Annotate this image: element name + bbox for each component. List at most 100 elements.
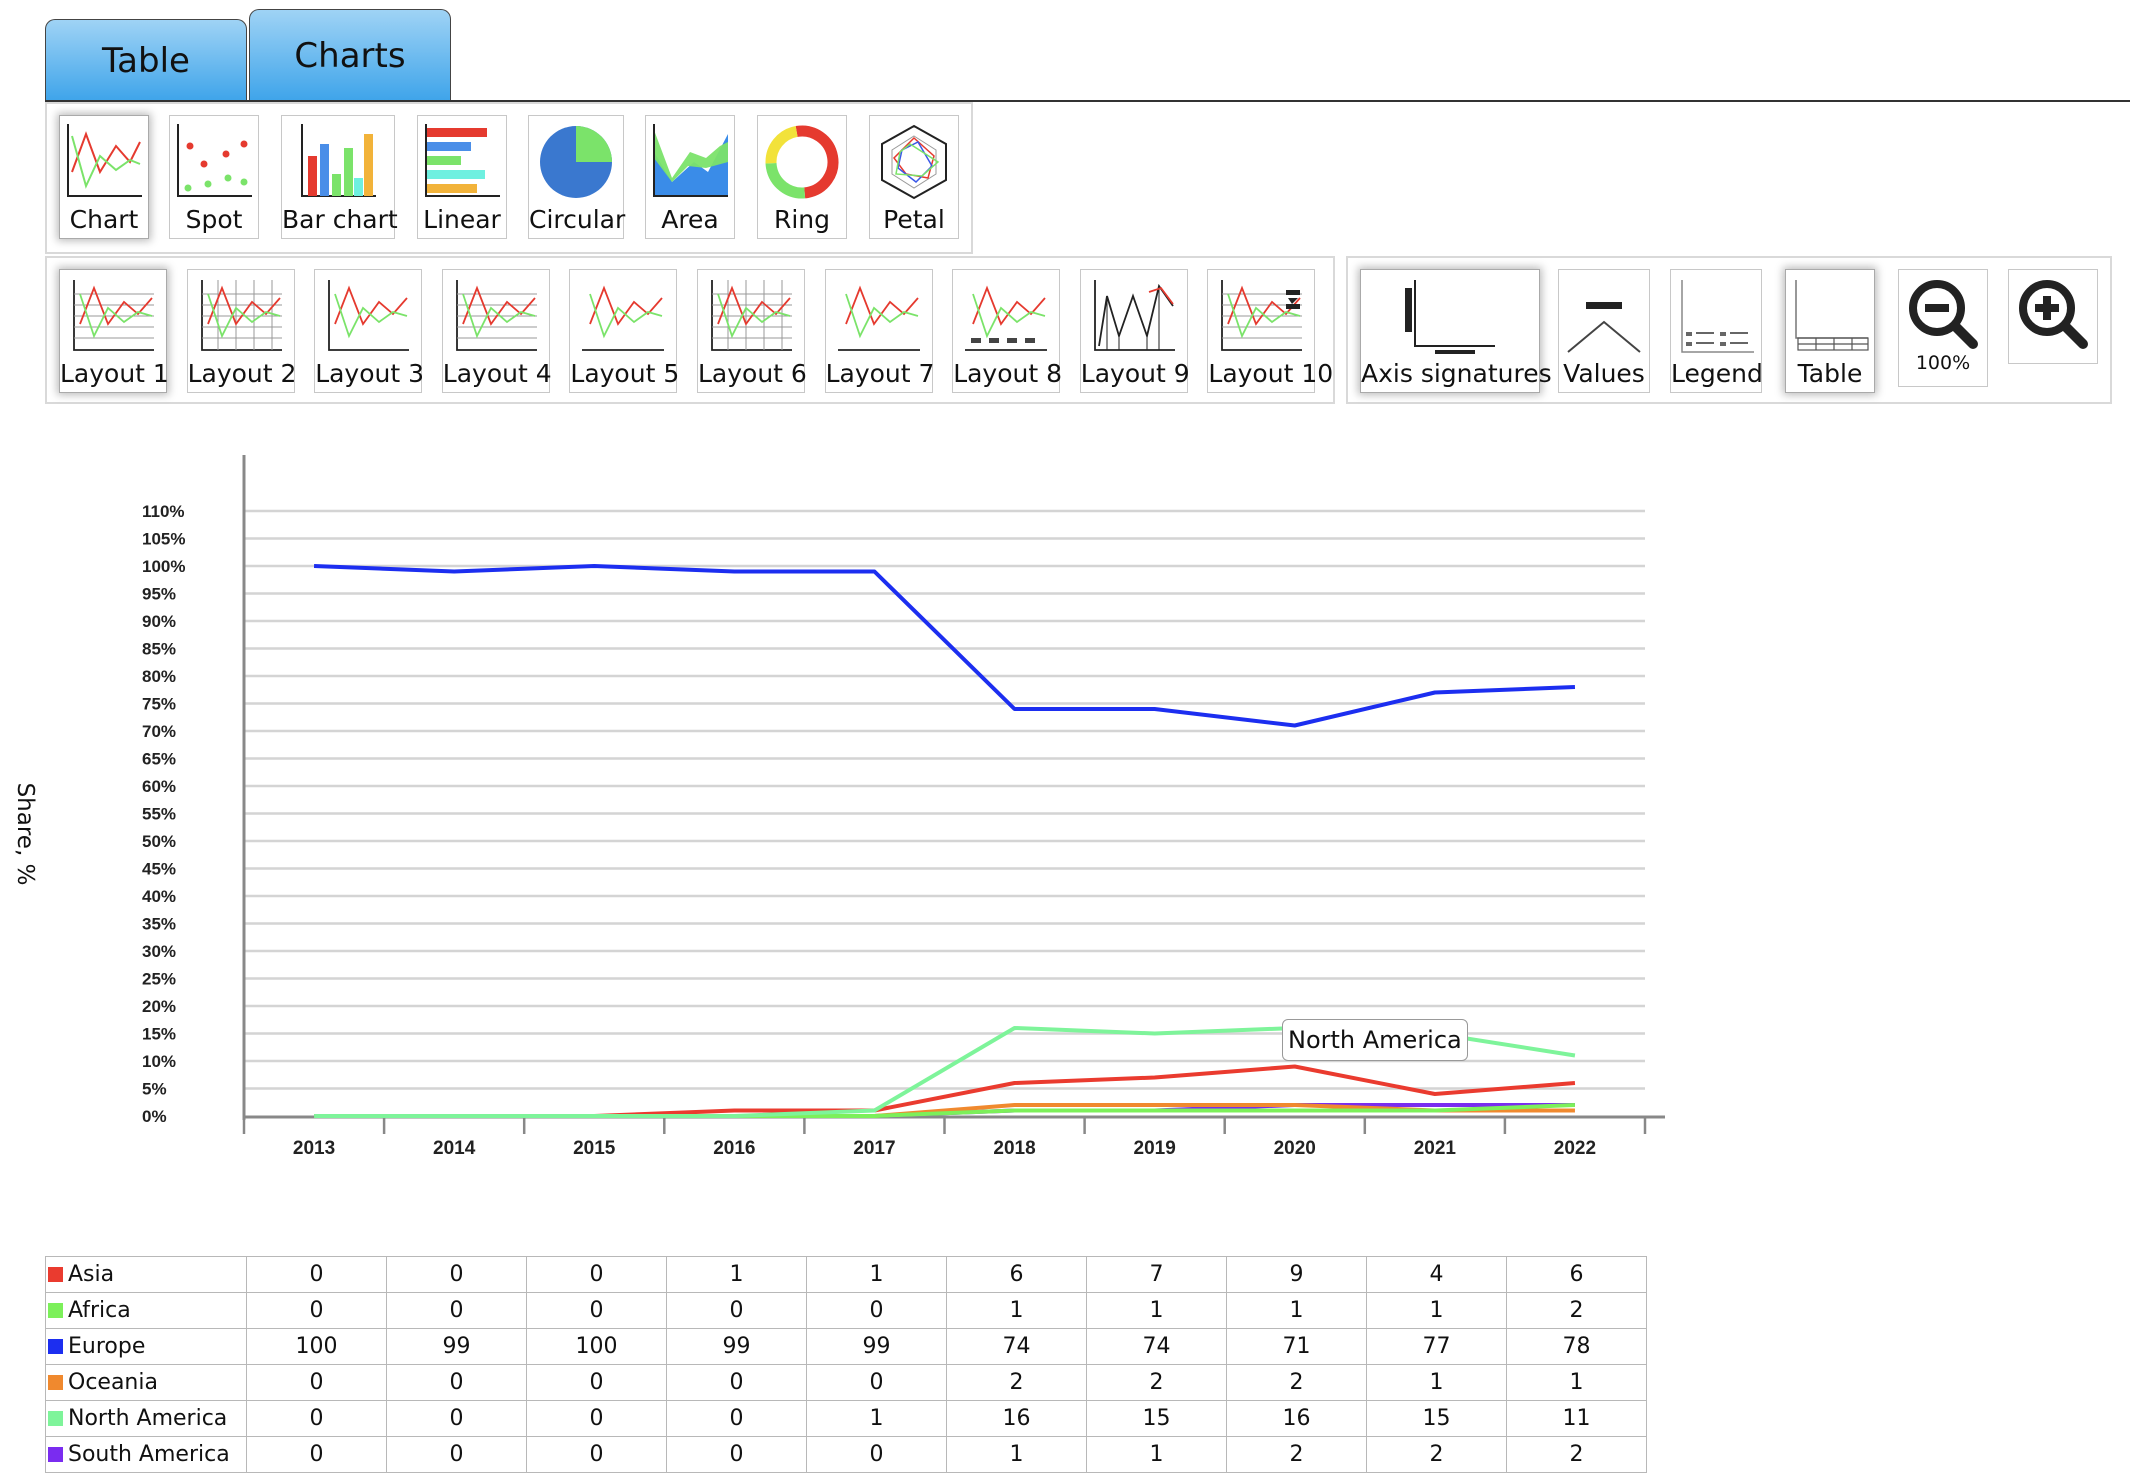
layout-button-6[interactable]: Layout 6 bbox=[697, 269, 807, 393]
layout-label: Layout 3 bbox=[315, 359, 425, 388]
layout-toolbar: Layout 1 Layout 2 Layout 3 Layout 4 Layout 5… bbox=[45, 256, 1335, 404]
zoom-out-icon bbox=[1909, 280, 1978, 349]
option-label: Values bbox=[1563, 359, 1645, 388]
chart-type-label: Petal bbox=[883, 205, 945, 234]
layout-8-icon bbox=[965, 285, 1048, 351]
value-cell: 0 bbox=[806, 1292, 947, 1329]
x-tick-label: 2020 bbox=[1274, 1138, 1316, 1159]
layout-5-icon bbox=[582, 285, 665, 351]
y-tick-label: 50% bbox=[142, 832, 176, 851]
value-cell: 2 bbox=[946, 1364, 1087, 1401]
value-cell: 99 bbox=[806, 1328, 947, 1365]
value-cell: 0 bbox=[386, 1364, 527, 1401]
layout-label: Layout 10 bbox=[1208, 359, 1334, 388]
layout-button-10[interactable]: Layout 10 bbox=[1207, 269, 1334, 393]
layout-button-7[interactable]: Layout 7 bbox=[824, 269, 935, 393]
value-cell: 11 bbox=[1506, 1400, 1647, 1437]
chart-type-petal-button[interactable]: Petal bbox=[869, 115, 959, 239]
value-cell: 2 bbox=[1086, 1364, 1227, 1401]
chart-type-label: Area bbox=[661, 205, 719, 234]
value-cell: 0 bbox=[246, 1436, 387, 1473]
value-cell: 2 bbox=[1506, 1436, 1647, 1473]
chart-type-bar-button[interactable]: Bar chart bbox=[281, 115, 398, 239]
layout-9-icon bbox=[1093, 280, 1175, 351]
series-color-swatch bbox=[48, 1303, 63, 1318]
value-cell: 1 bbox=[1366, 1292, 1507, 1329]
layout-button-2[interactable]: Layout 2 bbox=[186, 269, 297, 393]
chart-type-chart-button[interactable]: Chart bbox=[59, 115, 149, 239]
line-chart-icon bbox=[67, 124, 142, 197]
value-cell: 99 bbox=[386, 1328, 527, 1365]
series-tooltip: North America bbox=[1282, 1019, 1468, 1061]
table-row: Oceania 0 0 0 0 0 2 2 2 1 1 bbox=[45, 1364, 1647, 1401]
table-toggle-button[interactable]: Table bbox=[1785, 269, 1875, 393]
y-axis-label: Share, % bbox=[12, 782, 38, 886]
value-cell: 0 bbox=[386, 1256, 527, 1293]
series-name: Africa bbox=[68, 1298, 131, 1323]
layout-button-1[interactable]: Layout 1 bbox=[59, 269, 169, 393]
layout-button-4[interactable]: Layout 4 bbox=[441, 269, 552, 393]
chart-type-label: Chart bbox=[69, 205, 139, 234]
axis-signatures-button[interactable]: Axis signatures bbox=[1360, 269, 1552, 393]
value-cell: 1 bbox=[946, 1292, 1087, 1329]
value-cell: 2 bbox=[1366, 1436, 1507, 1473]
chart-type-circular-button[interactable]: Circular bbox=[528, 115, 625, 239]
tab-charts[interactable]: Charts bbox=[249, 9, 451, 101]
bar-chart-icon bbox=[301, 124, 376, 197]
value-cell: 2 bbox=[1506, 1292, 1647, 1329]
value-cell: 71 bbox=[1226, 1328, 1367, 1365]
layout-label: Layout 1 bbox=[60, 359, 169, 388]
layout-button-8[interactable]: Layout 8 bbox=[952, 269, 1063, 393]
value-cell: 1 bbox=[1086, 1292, 1227, 1329]
tab-table[interactable]: Table bbox=[45, 19, 247, 101]
layout-10-icon bbox=[1221, 280, 1303, 351]
value-cell: 0 bbox=[246, 1292, 387, 1329]
y-tick-label: 10% bbox=[142, 1052, 176, 1071]
value-cell: 2 bbox=[1226, 1436, 1367, 1473]
y-tick-label: 80% bbox=[142, 667, 176, 686]
y-tick-label: 95% bbox=[142, 585, 176, 604]
legend-button[interactable]: Legend bbox=[1670, 269, 1763, 393]
value-cell: 0 bbox=[666, 1400, 807, 1437]
value-cell: 77 bbox=[1366, 1328, 1507, 1365]
chart-type-spot-button[interactable]: Spot bbox=[169, 115, 259, 239]
value-cell: 16 bbox=[946, 1400, 1087, 1437]
chart-type-label: Bar chart bbox=[282, 205, 398, 234]
value-cell: 1 bbox=[1366, 1364, 1507, 1401]
chart-type-ring-button[interactable]: Ring bbox=[757, 115, 847, 239]
chart-type-label: Linear bbox=[423, 205, 501, 234]
zoom-level: 100% bbox=[1915, 352, 1971, 374]
pie-chart-icon bbox=[540, 126, 612, 198]
x-tick-label: 2015 bbox=[573, 1138, 616, 1159]
y-tick-label: 75% bbox=[142, 695, 176, 714]
chart-type-area-button[interactable]: Area bbox=[645, 115, 735, 239]
value-cell: 74 bbox=[1086, 1328, 1227, 1365]
zoom-out-button[interactable]: 100% bbox=[1898, 269, 1988, 387]
series-color-swatch bbox=[48, 1339, 63, 1354]
y-tick-label: 0% bbox=[142, 1107, 167, 1126]
layout-button-9[interactable]: Layout 9 bbox=[1079, 269, 1190, 393]
option-label: Table bbox=[1797, 359, 1863, 388]
value-cell: 4 bbox=[1366, 1256, 1507, 1293]
layout-label: Layout 7 bbox=[825, 359, 935, 388]
layout-button-3[interactable]: Layout 3 bbox=[314, 269, 425, 393]
layout-label: Layout 5 bbox=[570, 359, 680, 388]
y-tick-label: 25% bbox=[142, 970, 176, 989]
donut-chart-icon bbox=[765, 125, 839, 199]
values-button[interactable]: Values bbox=[1558, 269, 1650, 393]
value-cell: 15 bbox=[1086, 1400, 1227, 1437]
zoom-in-button[interactable] bbox=[2008, 269, 2098, 364]
chart-type-label: Ring bbox=[773, 205, 831, 234]
layout-button-5[interactable]: Layout 5 bbox=[569, 269, 680, 393]
series-color-swatch bbox=[48, 1267, 63, 1282]
value-cell: 1 bbox=[806, 1256, 947, 1293]
y-tick-label: 105% bbox=[142, 530, 185, 549]
option-label: Axis signatures bbox=[1361, 359, 1552, 388]
layout-label: Layout 2 bbox=[187, 359, 297, 388]
value-cell: 7 bbox=[1086, 1256, 1227, 1293]
value-cell: 0 bbox=[666, 1292, 807, 1329]
value-cell: 1 bbox=[806, 1400, 947, 1437]
chart-type-linear-button[interactable]: Linear bbox=[417, 115, 507, 239]
layout-label: Layout 8 bbox=[953, 359, 1063, 388]
